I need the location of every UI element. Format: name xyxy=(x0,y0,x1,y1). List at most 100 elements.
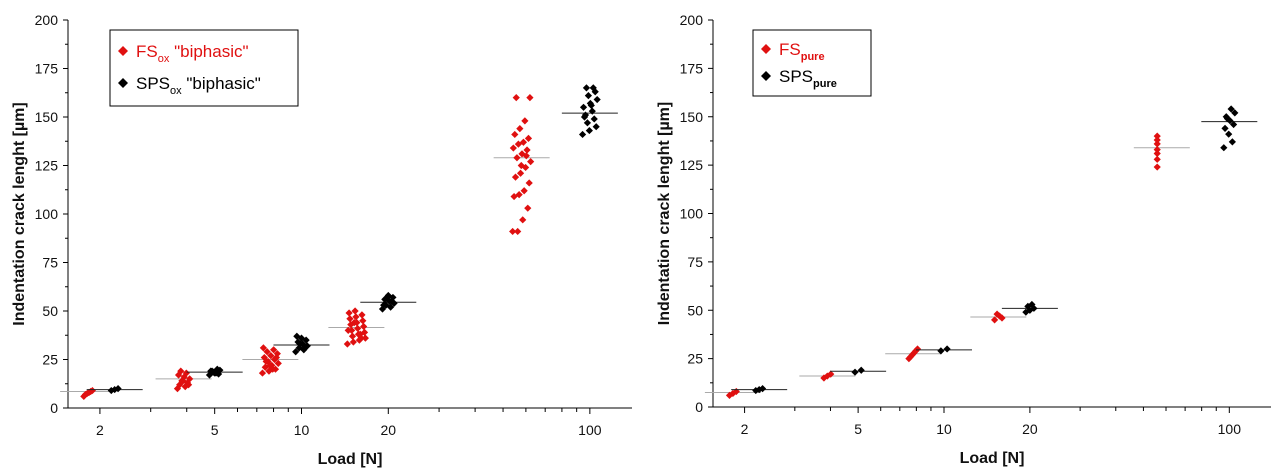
data-point xyxy=(1221,124,1229,132)
data-point xyxy=(579,103,588,111)
data-point xyxy=(356,330,364,338)
x-tick-label: 5 xyxy=(211,422,219,438)
y-tick-label: 100 xyxy=(680,206,704,222)
data-point xyxy=(297,334,306,342)
data-point xyxy=(589,84,597,92)
data-point xyxy=(851,368,859,376)
x-tick-label: 20 xyxy=(381,422,397,438)
y-tick-label: 25 xyxy=(42,352,58,368)
data-point xyxy=(1223,115,1232,123)
data-point xyxy=(1153,146,1161,154)
y-tick-label: 125 xyxy=(35,158,59,174)
data-point xyxy=(1153,136,1161,144)
x-axis-title: Load [N] xyxy=(960,450,1025,467)
data-point xyxy=(1220,144,1228,152)
data-point xyxy=(347,320,355,329)
x-axis-title: Load [N] xyxy=(318,451,383,468)
data-point xyxy=(511,173,520,181)
data-point xyxy=(587,101,595,109)
data-point xyxy=(582,84,591,92)
y-tick-label: 175 xyxy=(680,60,704,76)
data-point xyxy=(593,95,601,104)
data-point xyxy=(186,375,194,383)
data-point xyxy=(267,352,275,360)
data-point xyxy=(359,317,367,325)
data-point xyxy=(360,328,369,336)
data-point xyxy=(527,158,535,166)
data-point xyxy=(518,150,526,158)
data-point xyxy=(352,313,360,321)
x-tick-label: 20 xyxy=(1022,421,1038,437)
data-point xyxy=(519,216,527,224)
data-point xyxy=(357,334,365,342)
x-tick-label: 10 xyxy=(294,422,310,438)
data-point xyxy=(585,126,593,135)
data-point xyxy=(509,144,517,152)
data-point xyxy=(351,307,359,315)
y-tick-label: 150 xyxy=(680,109,704,125)
data-point xyxy=(180,373,188,381)
legend-marker xyxy=(761,71,771,81)
data-point xyxy=(360,322,368,331)
data-point xyxy=(584,92,593,100)
chart-panel-left: 0 25 50 75 100 125 150 175 200 2 5 10 20 100 Load [N] I… xyxy=(0,0,642,470)
legend-label: SPSpure xyxy=(779,67,837,90)
y-tick-label: 125 xyxy=(680,157,704,173)
chart-panel-right: 0 25 50 75 100 125 150 175 200 2 5 10 20 100 Load [N] I… xyxy=(643,0,1285,470)
y-axis-title: Indentation crack lenght [µm] xyxy=(656,102,673,325)
data-point xyxy=(258,369,267,377)
data-point xyxy=(345,309,353,317)
data-point xyxy=(943,345,951,353)
data-point xyxy=(1153,140,1161,148)
x-tick-label: 100 xyxy=(1218,421,1242,437)
data-point xyxy=(270,346,278,354)
y-tick-label: 50 xyxy=(42,303,58,319)
data-point xyxy=(173,385,182,393)
data-point xyxy=(525,179,533,187)
data-point xyxy=(521,117,529,125)
data-point xyxy=(908,351,916,359)
data-point xyxy=(272,353,281,362)
data-point xyxy=(388,297,396,305)
data-point xyxy=(580,113,589,121)
data-point xyxy=(269,365,277,373)
data-point xyxy=(262,357,270,366)
y-tick-label: 0 xyxy=(695,399,703,415)
data-point xyxy=(1153,155,1161,163)
data-point xyxy=(1231,109,1239,117)
data-point xyxy=(1229,120,1238,129)
data-point xyxy=(514,227,522,236)
y-tick-label: 75 xyxy=(687,254,703,270)
data-point xyxy=(583,119,592,127)
legend-label: FSox "biphasic" xyxy=(136,42,249,65)
data-point xyxy=(526,94,534,102)
data-point xyxy=(182,369,190,377)
data-point xyxy=(512,94,520,102)
data-point xyxy=(354,324,362,333)
data-point xyxy=(857,366,865,374)
y-tick-label: 75 xyxy=(42,255,58,271)
x-tick-label: 5 xyxy=(854,421,862,437)
x-tick-label: 2 xyxy=(96,422,104,438)
data-point xyxy=(519,138,528,146)
data-point xyxy=(588,107,596,115)
data-point xyxy=(1030,304,1038,312)
y-axis-title: Indentation crack lenght [µm] xyxy=(11,102,28,325)
data-point xyxy=(511,130,519,139)
data-point xyxy=(995,312,1004,320)
data-point xyxy=(176,381,184,389)
data-point xyxy=(274,359,282,367)
data-point xyxy=(522,152,530,160)
data-point xyxy=(88,386,97,395)
data-point xyxy=(578,130,587,139)
data-point xyxy=(998,314,1006,322)
data-point xyxy=(383,293,391,302)
x-tick-label: 2 xyxy=(741,421,749,437)
y-tick-label: 175 xyxy=(35,61,59,77)
data-point xyxy=(361,334,369,342)
data-point xyxy=(823,372,831,380)
data-point xyxy=(350,319,358,327)
data-point xyxy=(513,154,521,162)
